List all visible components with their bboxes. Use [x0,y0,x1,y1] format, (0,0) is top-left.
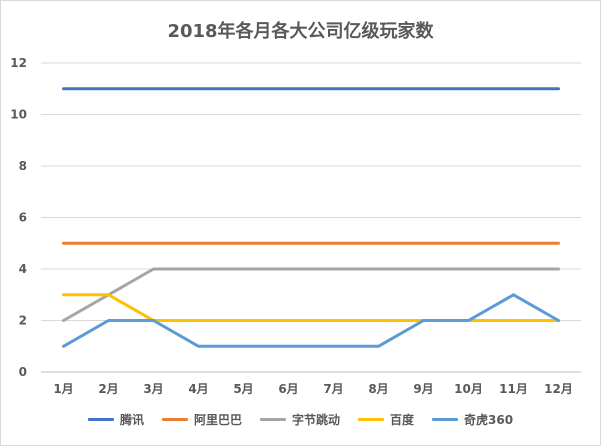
x-tick-label: 6月 [278,382,298,396]
legend-swatch [259,418,286,421]
y-tick-label: 6 [19,211,27,225]
legend-item: 百度 [357,411,414,428]
legend-label: 字节跳动 [291,413,340,427]
legend-label: 奇虎360 [464,413,514,427]
legend-item: 奇虎360 [432,411,513,428]
x-tick-label: 8月 [368,382,388,396]
x-tick-label: 11月 [499,382,528,396]
series-line-5 [62,293,560,348]
legend-swatch [357,418,384,421]
series-line-4 [62,293,560,322]
y-tick-label: 2 [19,314,27,328]
x-tick-label: 5月 [233,382,253,396]
legend-item: 腾讯 [87,411,144,428]
x-tick-label: 12月 [544,382,573,396]
series-line-3 [62,267,560,322]
x-tick-label: 7月 [323,382,343,396]
x-tick-label: 1月 [53,382,73,396]
legend-swatch [87,418,114,421]
chart-title: 2018年各月各大公司亿级玩家数 [167,21,434,42]
y-tick-label: 12 [10,56,27,70]
x-tick-label: 9月 [413,382,433,396]
legend-label: 百度 [389,413,414,427]
legend-label: 阿里巴巴 [193,413,242,427]
legend-item: 字节跳动 [259,411,340,428]
y-tick-label: 10 [10,108,27,122]
legend-label: 腾讯 [119,413,144,427]
x-tick-label: 4月 [188,382,208,396]
x-tick-label: 2月 [98,382,118,396]
legend: 腾讯 阿里巴巴 字节跳动 百度 奇虎360 [1,411,600,428]
legend-swatch [161,418,188,421]
y-tick-label: 0 [19,365,27,379]
x-tick-label: 3月 [143,382,163,396]
y-tick-label: 4 [19,262,27,276]
x-tick-label: 10月 [454,382,483,396]
legend-swatch [432,418,458,421]
y-tick-label: 8 [19,159,27,173]
legend-item: 阿里巴巴 [161,411,242,428]
